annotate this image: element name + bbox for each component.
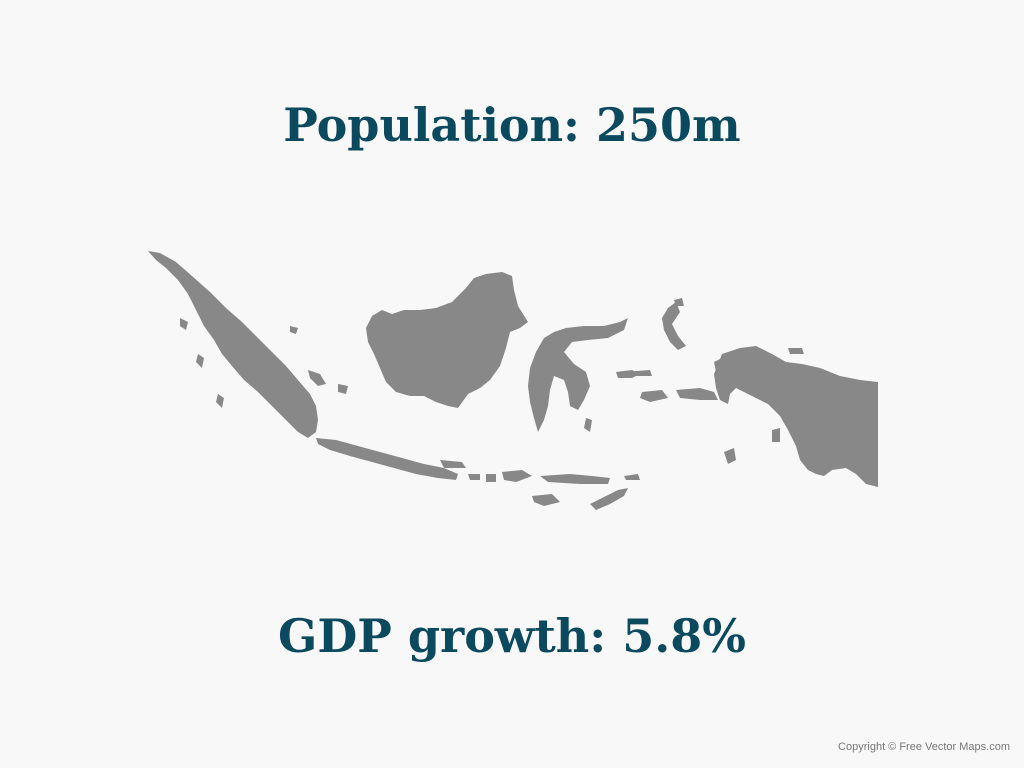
island-bali xyxy=(468,474,480,480)
island-halmahera xyxy=(662,302,686,350)
island-kalimantan xyxy=(366,272,528,408)
island-bangka xyxy=(308,370,326,386)
island-riau xyxy=(290,326,298,334)
island-timor xyxy=(590,488,628,510)
island-biak xyxy=(788,348,804,354)
indonesia-map xyxy=(140,242,884,522)
island-alor xyxy=(624,474,640,480)
island-sumatra xyxy=(148,251,318,438)
population-headline: Population: 250m xyxy=(283,98,741,152)
island-buru xyxy=(640,390,668,402)
island-belitung xyxy=(338,384,348,394)
island-aru xyxy=(772,428,780,442)
island-mentawai xyxy=(216,394,224,408)
island-flores xyxy=(540,474,610,484)
island-java xyxy=(316,438,458,480)
copyright-credit: Copyright © Free Vector Maps.com xyxy=(838,741,1010,753)
island-sula xyxy=(622,370,652,376)
indonesia-map-graphic xyxy=(148,251,878,510)
island-tanimbar xyxy=(724,448,736,464)
island-simeulue xyxy=(180,318,188,330)
island-nias xyxy=(196,354,204,368)
island-seram xyxy=(676,388,718,400)
gdp-growth-headline: GDP growth: 5.8% xyxy=(278,609,746,663)
island-lombok xyxy=(486,474,496,482)
island-bird-head xyxy=(714,354,748,376)
island-papua xyxy=(714,346,878,487)
island-sumba xyxy=(532,494,560,506)
island-sumbawa xyxy=(502,470,532,482)
island-morotai xyxy=(674,298,684,306)
island-buton xyxy=(584,418,592,432)
island-sulawesi xyxy=(528,318,628,432)
map-islands xyxy=(148,251,878,510)
island-madura xyxy=(440,460,466,468)
